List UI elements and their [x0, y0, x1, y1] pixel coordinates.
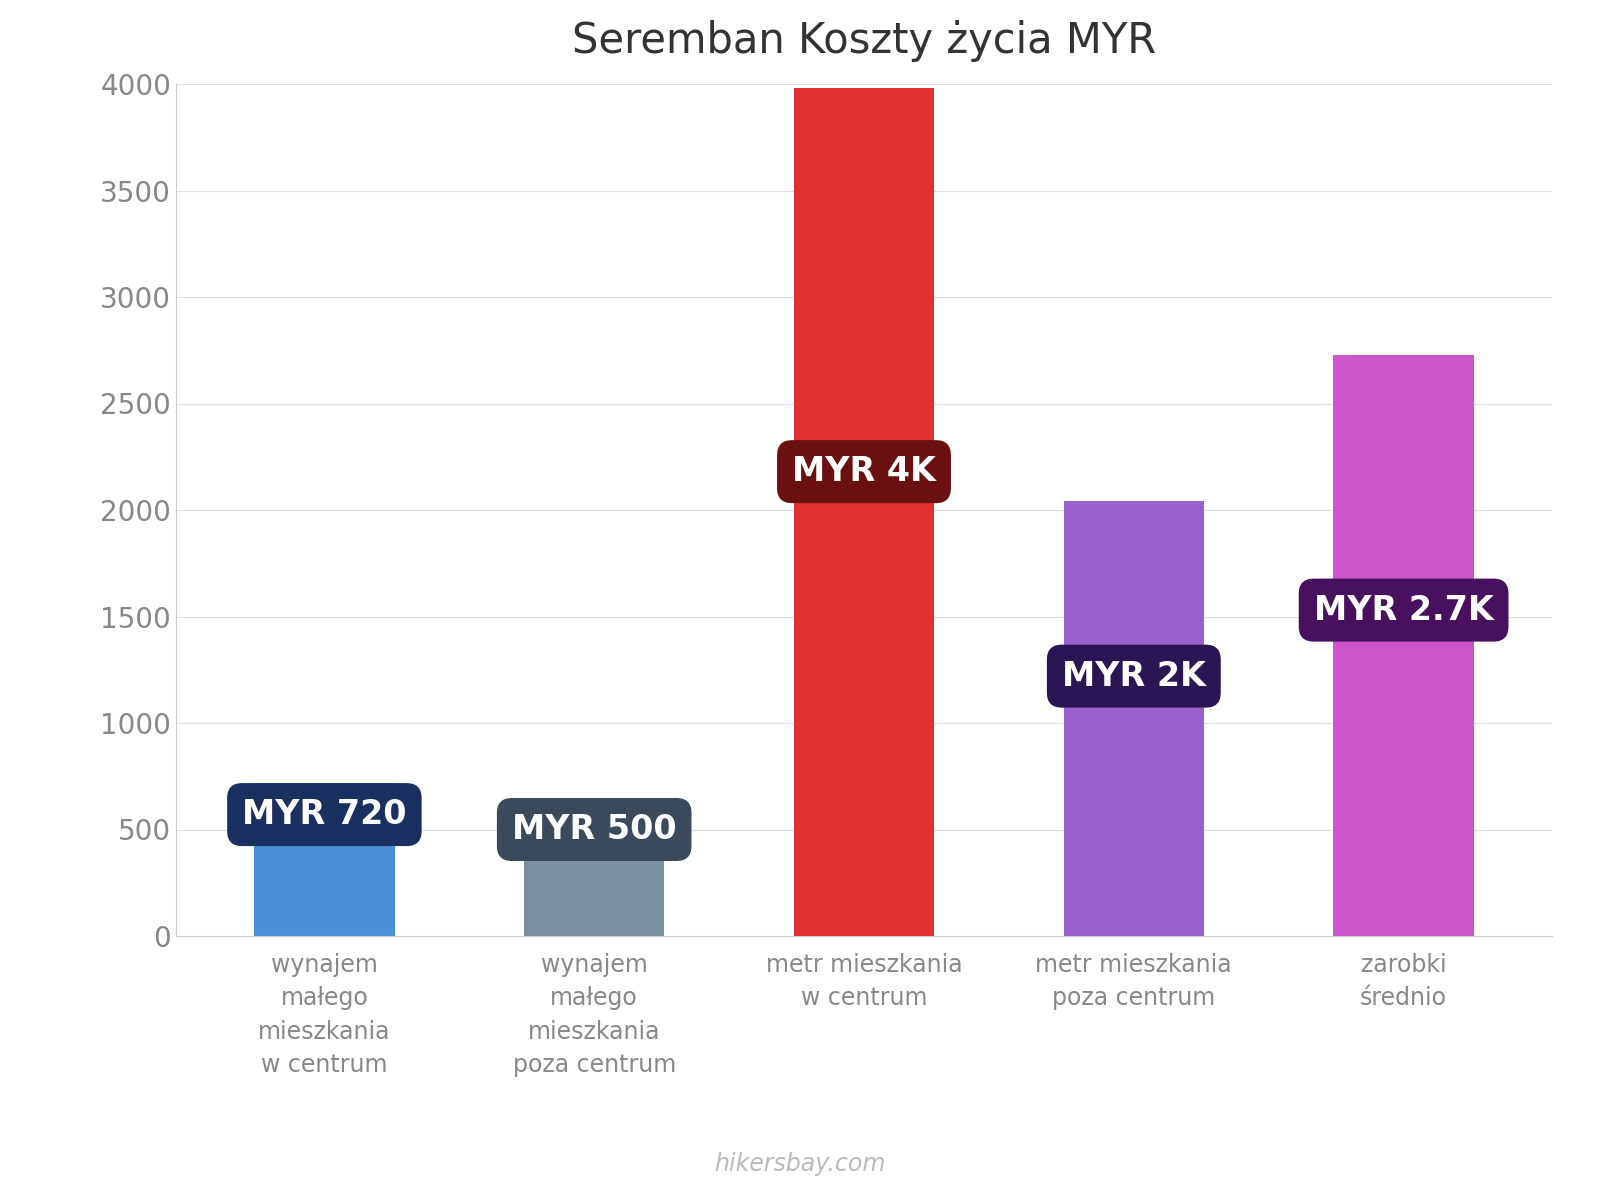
Text: MYR 500: MYR 500: [512, 814, 677, 846]
Bar: [1333, 354, 1474, 936]
Bar: [254, 782, 395, 936]
Text: MYR 4K: MYR 4K: [792, 455, 936, 488]
Title: Seremban Koszty życia MYR: Seremban Koszty życia MYR: [571, 20, 1157, 62]
Text: hikersbay.com: hikersbay.com: [714, 1152, 886, 1176]
Bar: [1064, 502, 1203, 936]
Text: MYR 2K: MYR 2K: [1062, 660, 1206, 692]
Bar: [794, 89, 934, 936]
Text: MYR 720: MYR 720: [242, 798, 406, 832]
Text: MYR 2.7K: MYR 2.7K: [1314, 594, 1493, 626]
Bar: [525, 829, 664, 936]
